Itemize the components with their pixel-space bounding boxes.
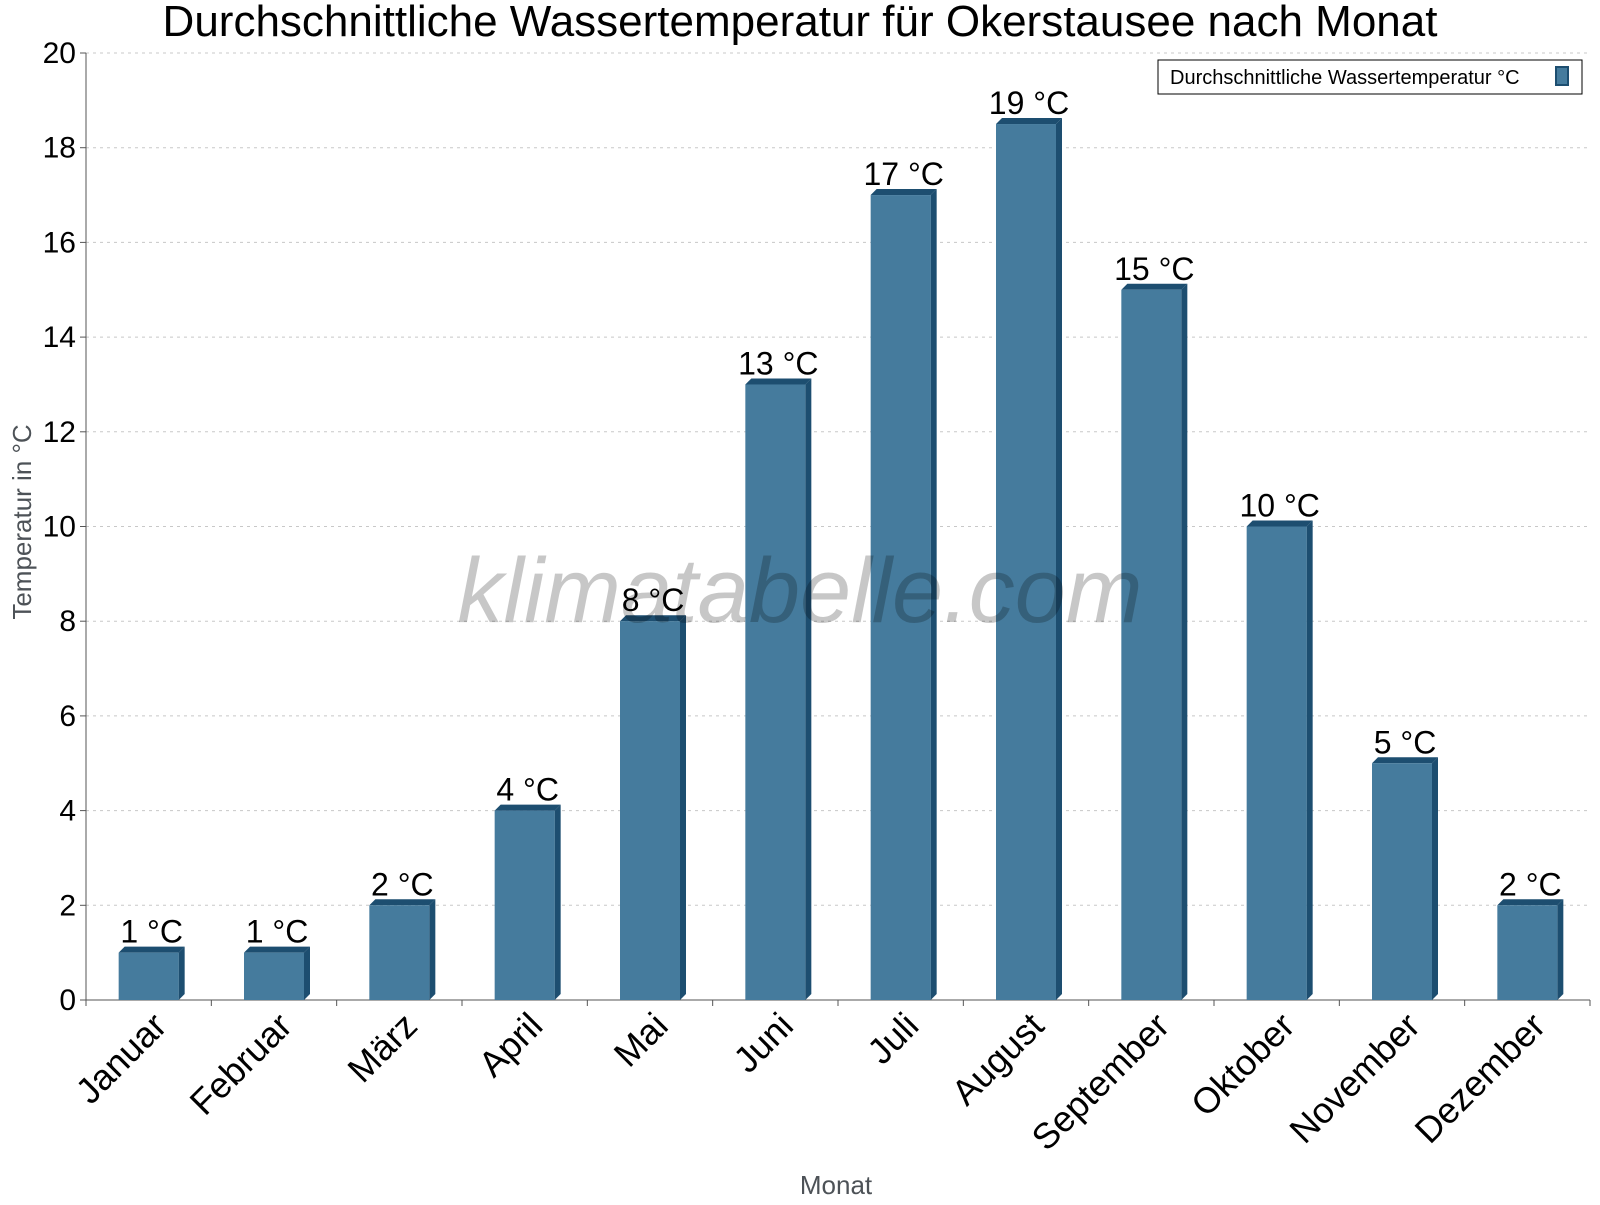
bar-side — [680, 615, 686, 1000]
bar-face — [1121, 289, 1182, 1000]
bar-side — [1432, 757, 1438, 1000]
bar-top — [1497, 899, 1564, 906]
bar-face — [745, 384, 806, 1000]
bar-side — [554, 804, 561, 1000]
bar-value-label: 2 °C — [371, 866, 434, 902]
bar-face — [870, 195, 931, 1001]
y-tick-label: 16 — [43, 226, 76, 259]
bar-top — [494, 804, 561, 811]
x-tick-label: Januar — [67, 1005, 174, 1112]
bar — [745, 378, 812, 1000]
x-tick-label: November — [1281, 1005, 1427, 1151]
bar — [996, 118, 1062, 1000]
bar-top — [1246, 520, 1313, 527]
bar-top — [244, 946, 310, 953]
y-tick-label: 18 — [43, 132, 76, 165]
bar — [369, 899, 436, 1000]
bar-side — [1181, 283, 1188, 1000]
y-tick-label: 4 — [59, 795, 76, 828]
legend-series-label: Durchschnittliche Wassertemperatur °C — [1170, 67, 1520, 89]
bar-top — [996, 118, 1062, 125]
bar-value-label: 5 °C — [1374, 724, 1437, 760]
bar — [1121, 283, 1188, 1000]
legend: Durchschnittliche Wassertemperatur °C — [1157, 59, 1583, 95]
bar-top — [870, 189, 937, 196]
bar-value-label: 19 °C — [989, 85, 1069, 121]
x-tick-label: Dezember — [1407, 1005, 1553, 1151]
bar-value-label: 1 °C — [246, 914, 309, 950]
bar-value-label: 13 °C — [738, 345, 818, 381]
y-tick-label: 12 — [43, 416, 76, 449]
bar-face — [494, 810, 555, 1000]
bar-face — [620, 621, 680, 1000]
bar-face — [118, 952, 179, 1000]
bar-side — [930, 189, 937, 1001]
legend-box — [1157, 59, 1583, 95]
y-tick-label: 0 — [59, 984, 76, 1017]
bar-side — [805, 378, 812, 1000]
bar-face — [996, 124, 1056, 1000]
bar-value-label: 15 °C — [1114, 251, 1194, 287]
bar-side — [429, 899, 436, 1000]
bar — [118, 946, 185, 1000]
bar-side — [1306, 520, 1313, 1000]
y-tick-label: 8 — [59, 605, 76, 638]
y-axis-label: Temperatur in °C — [7, 424, 37, 619]
bar-top — [369, 899, 436, 906]
bar-side — [1557, 899, 1564, 1000]
x-tick-label: April — [470, 1005, 550, 1085]
bars — [118, 118, 1564, 1001]
y-tick-label: 20 — [43, 37, 76, 70]
x-tick-label: September — [1023, 1005, 1177, 1159]
bar-top — [1121, 283, 1188, 290]
bar-value-label: 4 °C — [496, 772, 559, 808]
bar-face — [1246, 526, 1307, 1000]
watermark-text: klimatabelle.com — [457, 540, 1142, 642]
bar — [244, 946, 310, 1000]
bar-top — [118, 946, 185, 953]
bar-face — [1372, 763, 1432, 1000]
bar-side — [178, 946, 185, 1000]
x-tick-label: Mai — [606, 1005, 676, 1075]
x-tick-label: Juni — [725, 1005, 801, 1081]
y-tick-label: 14 — [43, 321, 76, 354]
bar-face — [369, 905, 430, 1000]
bar — [870, 189, 937, 1001]
x-tick-label: Februar — [182, 1005, 300, 1123]
bar — [494, 804, 561, 1000]
bar-side — [304, 946, 310, 1000]
x-axis-label: Monat — [800, 1170, 873, 1200]
bar-labels: 1 °C 1 °C 2 °C 4 °C 8 °C 13 °C 17 °C 19 °C 15 °C… — [120, 85, 1561, 950]
bar-value-label: 2 °C — [1499, 866, 1562, 902]
y-tick-labels: 0 2 4 6 8 10 12 14 16 18 20 — [43, 37, 76, 1017]
bar-face — [1497, 905, 1558, 1000]
bar-side — [1056, 118, 1062, 1000]
bar-top — [1372, 757, 1438, 764]
bar — [1372, 757, 1438, 1000]
bar — [620, 615, 686, 1000]
grid-lines — [86, 52, 1590, 906]
bar-value-label: 8 °C — [622, 582, 685, 618]
legend-swatch — [1555, 66, 1569, 86]
bar-value-label: 10 °C — [1239, 488, 1319, 524]
bar-top — [620, 615, 686, 622]
bar-value-label: 17 °C — [863, 156, 943, 192]
y-tick-label: 2 — [59, 889, 76, 922]
chart-title: Durchschnittliche Wassertemperatur für O… — [163, 0, 1438, 46]
bar-top — [745, 378, 812, 385]
x-tick-labels: Januar Februar März April Mai Juni Juli AugustS… — [67, 1005, 1553, 1159]
y-tick-label: 6 — [59, 700, 76, 733]
bar-face — [244, 952, 304, 1000]
x-tick-label: August — [943, 1005, 1051, 1113]
x-tick-label: Oktober — [1183, 1005, 1303, 1125]
bar-value-label: 1 °C — [120, 914, 183, 950]
bar — [1246, 520, 1313, 1000]
axes — [80, 52, 1591, 1006]
x-tick-label: Juli — [859, 1005, 926, 1072]
y-tick-label: 10 — [43, 511, 76, 544]
x-tick-label: März — [339, 1005, 425, 1091]
bar — [1497, 899, 1564, 1000]
